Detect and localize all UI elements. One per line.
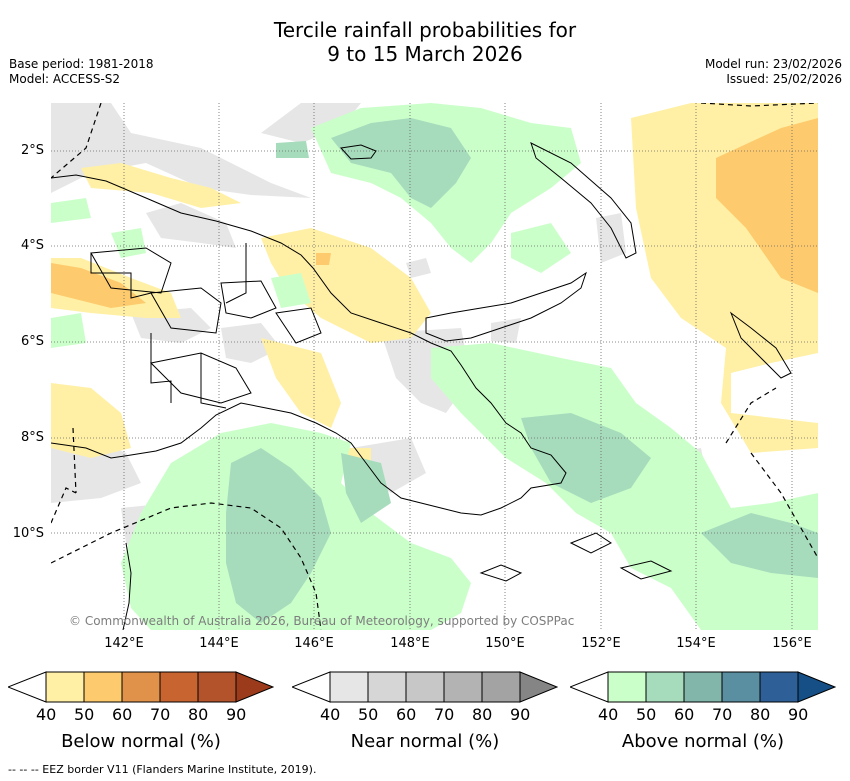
cb-near-tick: 90 <box>510 705 531 724</box>
colorbar-near-title: Near normal (%) <box>350 731 500 752</box>
coastlines <box>51 142 792 630</box>
cb-below-swatch <box>198 672 236 702</box>
cb-above-tick: 40 <box>598 705 619 724</box>
eez-borders <box>51 103 818 630</box>
map-title: Tercile rainfall probabilities for 9 to … <box>0 18 850 66</box>
lon-label-150e: 150°E <box>485 636 525 651</box>
cb-above-tick: 90 <box>788 705 809 724</box>
cb-below-swatch <box>122 672 160 702</box>
lat-label-10s: 10°S <box>12 526 44 541</box>
cb-above-tick: 70 <box>712 705 733 724</box>
cb-above-swatch <box>798 672 835 702</box>
lon-label-156e: 156°E <box>772 636 812 651</box>
cb-above-swatch <box>646 672 684 702</box>
lon-label-142e: 142°E <box>104 636 144 651</box>
cb-below-tick: 90 <box>226 705 247 724</box>
lat-label-8s: 8°S <box>20 430 44 445</box>
lat-label-6s: 6°S <box>20 334 44 349</box>
model-run-label: Model run: 23/02/2026 <box>704 57 842 71</box>
cb-near-tick: 40 <box>320 705 341 724</box>
cb-above-tick: 50 <box>636 705 657 724</box>
cb-above-swatch <box>760 672 798 702</box>
cb-near-swatch <box>520 672 557 702</box>
above-normal-50-regions <box>226 118 818 623</box>
cb-below-swatch <box>160 672 198 702</box>
cb-near-tick: 70 <box>434 705 455 724</box>
model-label: Model: ACCESS-S2 <box>9 72 121 86</box>
cb-above-swatch <box>608 672 646 702</box>
cb-above-swatch <box>722 672 760 702</box>
lat-label-2s: 2°S <box>20 143 44 158</box>
base-period-label: Base period: 1981-2018 <box>9 57 154 71</box>
cb-below-swatch <box>236 672 273 702</box>
cb-below-swatch <box>46 672 84 702</box>
cb-below-tick: 70 <box>150 705 171 724</box>
colorbar-near-swatches <box>292 671 558 703</box>
colorbar-above-swatches <box>570 671 836 703</box>
lon-label-144e: 144°E <box>199 636 239 651</box>
meta-left: Base period: 1981-2018 Model: ACCESS-S2 <box>9 57 154 87</box>
cb-above-swatch <box>684 672 722 702</box>
colorbar-above-title: Above normal (%) <box>621 731 785 752</box>
lat-label-4s: 4°S <box>20 238 44 253</box>
cb-near-tick: 50 <box>358 705 379 724</box>
lon-label-154e: 154°E <box>676 636 716 651</box>
colorbar-below-title: Below normal (%) <box>61 731 221 752</box>
cb-below-swatch <box>84 672 122 702</box>
meta-right: Model run: 23/02/2026 Issued: 25/02/2026 <box>705 57 842 87</box>
lon-label-152e: 152°E <box>581 636 621 651</box>
cb-near-swatch <box>444 672 482 702</box>
cb-above-tick: 80 <box>750 705 771 724</box>
cb-near-swatch <box>368 672 406 702</box>
cb-below-tick: 40 <box>36 705 57 724</box>
cb-near-tick: 80 <box>472 705 493 724</box>
title-line-1: Tercile rainfall probabilities for <box>273 18 577 42</box>
cb-below-tick: 50 <box>74 705 95 724</box>
lon-label-146e: 146°E <box>294 636 334 651</box>
cb-near-swatch <box>406 672 444 702</box>
cb-below-tick: 80 <box>188 705 209 724</box>
eez-footer-note: -- -- -- EEZ border V11 (Flanders Marine… <box>8 763 317 776</box>
map-gridlines <box>51 103 818 630</box>
colorbar-below-swatches <box>8 671 274 703</box>
cb-near-swatch <box>482 672 520 702</box>
province-borders <box>90 243 247 409</box>
below-normal-50-regions <box>51 118 818 308</box>
cb-above-tick: 60 <box>674 705 695 724</box>
lon-label-148e: 148°E <box>390 636 430 651</box>
cb-near-tick: 60 <box>396 705 417 724</box>
cb-near-swatch <box>330 672 368 702</box>
issued-label: Issued: 25/02/2026 <box>726 72 842 86</box>
copyright-notice: © Commonwealth of Australia 2026, Bureau… <box>69 614 575 628</box>
rainfall-map <box>51 103 818 630</box>
cb-below-tick: 60 <box>112 705 133 724</box>
title-line-2: 9 to 15 March 2026 <box>327 42 523 66</box>
